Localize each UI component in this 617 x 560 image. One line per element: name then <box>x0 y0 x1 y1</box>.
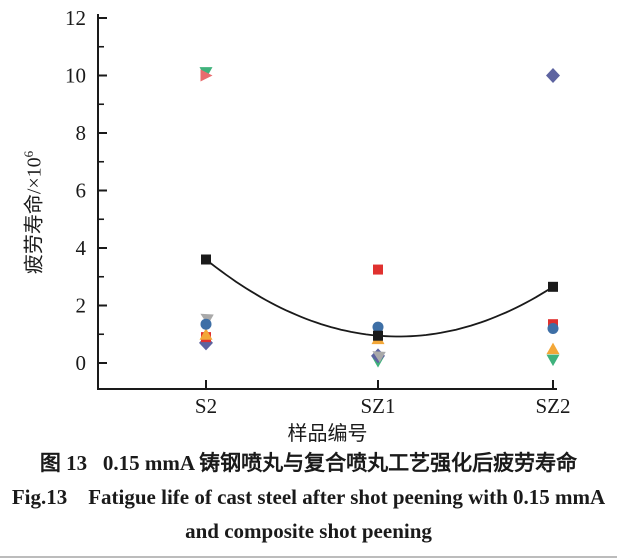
y-tick-label: 4 <box>76 236 87 260</box>
y-axis-label: 疲劳寿命/×106 <box>18 93 47 333</box>
y-axis-label-exponent: 6 <box>20 150 36 158</box>
caption-english-line1: Fig.13 Fatigue life of cast steel after … <box>11 485 606 509</box>
marker-purple-diamond-SZ2 <box>546 68 560 83</box>
marker-red-square-SZ1 <box>373 264 383 275</box>
page-divider <box>0 556 617 558</box>
x-tick-label: SZ2 <box>535 394 570 418</box>
y-tick-label: 8 <box>76 121 87 145</box>
y-tick-label: 12 <box>65 6 86 30</box>
marker-black-square-SZ2 <box>548 281 558 292</box>
caption-english-line2: and composite shot peening <box>185 519 432 543</box>
marker-black-square-S2 <box>201 254 211 265</box>
caption-chinese: 图 13 0.15 mmA 铸钢喷丸与复合喷丸工艺强化后疲劳寿命 <box>39 451 578 475</box>
marker-blue-circle-SZ1 <box>372 321 384 333</box>
y-tick-label: 10 <box>65 64 86 88</box>
x-tick-label: SZ1 <box>360 394 395 418</box>
marker-blue-circle-SZ2 <box>547 323 559 334</box>
marker-salmon-triangle-right-S2 <box>200 69 213 82</box>
y-tick-label: 6 <box>76 179 87 203</box>
marker-orange-triangle-up-SZ2 <box>546 342 560 355</box>
marker-black-square-SZ1 <box>373 330 383 341</box>
marker-gray-triangle-left-SZ1 <box>372 351 386 363</box>
y-tick-label: 0 <box>76 351 87 375</box>
marker-green-triangle-down-SZ2 <box>546 354 560 367</box>
fatigue-life-chart: 0 2 4 6 8 10 12 S2 SZ1 SZ2 样品编号 <box>65 6 571 445</box>
marker-orange-triangle-up-S2 <box>199 328 213 340</box>
axes-frame <box>97 14 557 390</box>
marker-blue-circle-S2 <box>200 318 212 330</box>
y-axis-label-base: 疲劳寿命/×10 <box>23 157 46 275</box>
x-axis-title: 样品编号 <box>288 422 368 445</box>
x-tick-label: S2 <box>195 394 217 418</box>
y-tick-label: 2 <box>76 294 87 318</box>
